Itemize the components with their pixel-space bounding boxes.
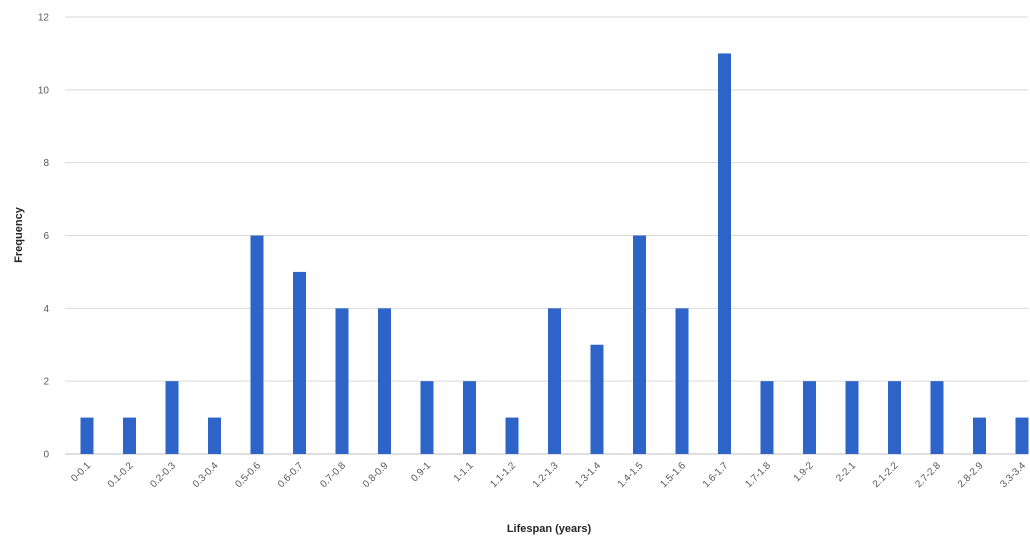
x-tick-label: 0.9-1 xyxy=(409,460,433,484)
y-tick-label: 12 xyxy=(38,13,50,24)
bar xyxy=(80,417,94,454)
x-tick-label: 0.5-0.6 xyxy=(233,460,263,490)
x-tick-label: 0.8-0.9 xyxy=(361,460,391,490)
bar xyxy=(888,381,901,454)
x-tick-label: 2.7-2.8 xyxy=(913,460,943,490)
bar xyxy=(335,308,349,454)
x-tick-label: 1.1-1.2 xyxy=(488,460,518,490)
x-tick-label: 2-2.1 xyxy=(834,460,858,484)
y-axis-title: Frequency xyxy=(13,206,25,263)
bar xyxy=(548,308,561,454)
x-tick-label: 1.5-1.6 xyxy=(658,460,688,490)
bars xyxy=(80,53,1029,455)
x-tick-label: 0-0.1 xyxy=(69,460,93,484)
bar xyxy=(505,417,519,454)
x-tick-label: 1.7-1.8 xyxy=(743,460,773,490)
bar xyxy=(590,344,604,454)
bar xyxy=(165,381,179,454)
x-tick-label: 0.3-0.4 xyxy=(191,460,221,490)
gridlines xyxy=(65,16,1028,455)
y-tick-label: 4 xyxy=(43,304,49,315)
bar xyxy=(633,235,646,454)
x-tick-label: 1.2-1.3 xyxy=(531,460,561,490)
y-tick-label: 0 xyxy=(43,450,49,461)
bar xyxy=(293,271,306,454)
x-axis-title: Lifespan (years) xyxy=(507,523,592,535)
x-tick-label: 0.2-0.3 xyxy=(148,460,178,490)
x-tick-label: 0.1-0.2 xyxy=(106,460,136,490)
x-tick-label: 2.8-2.9 xyxy=(956,460,986,490)
y-tick-label: 6 xyxy=(43,231,49,242)
x-tick-label: 2.1-2.2 xyxy=(871,460,901,490)
bar xyxy=(675,308,689,454)
bar xyxy=(250,235,264,454)
bar xyxy=(973,417,986,454)
y-tick-label: 8 xyxy=(43,158,49,169)
bar xyxy=(123,417,136,454)
x-tick-label: 1-1.1 xyxy=(452,460,476,484)
bar xyxy=(420,381,434,454)
x-tick-label: 3.3-3.4 xyxy=(998,460,1028,490)
x-tick-label: 1.9-2 xyxy=(792,460,816,484)
x-tick-label: 1.4-1.5 xyxy=(616,460,646,490)
x-tick-label: 1.3-1.4 xyxy=(573,460,603,490)
y-tick-label: 2 xyxy=(43,377,49,388)
bar xyxy=(718,53,731,455)
bar xyxy=(463,381,476,454)
x-tick-labels: 0-0.1 0.1-0.2 0.2-0.3 0.3-0.4 0.5-0.6 0.6-0.7… xyxy=(69,460,1028,490)
y-tick-labels: 0 2 4 6 8 10 12 xyxy=(38,13,50,461)
bar xyxy=(803,381,816,454)
bar xyxy=(930,381,944,454)
bar xyxy=(378,308,391,454)
x-tick-label: 0.7-0.8 xyxy=(318,460,348,490)
bar xyxy=(760,381,774,454)
bar xyxy=(1015,417,1029,454)
bar xyxy=(208,417,221,454)
x-tick-label: 0.6-0.7 xyxy=(276,460,306,490)
x-tick-label: 1.6-1.7 xyxy=(701,460,731,490)
y-tick-label: 10 xyxy=(38,85,50,96)
bar xyxy=(845,381,859,454)
